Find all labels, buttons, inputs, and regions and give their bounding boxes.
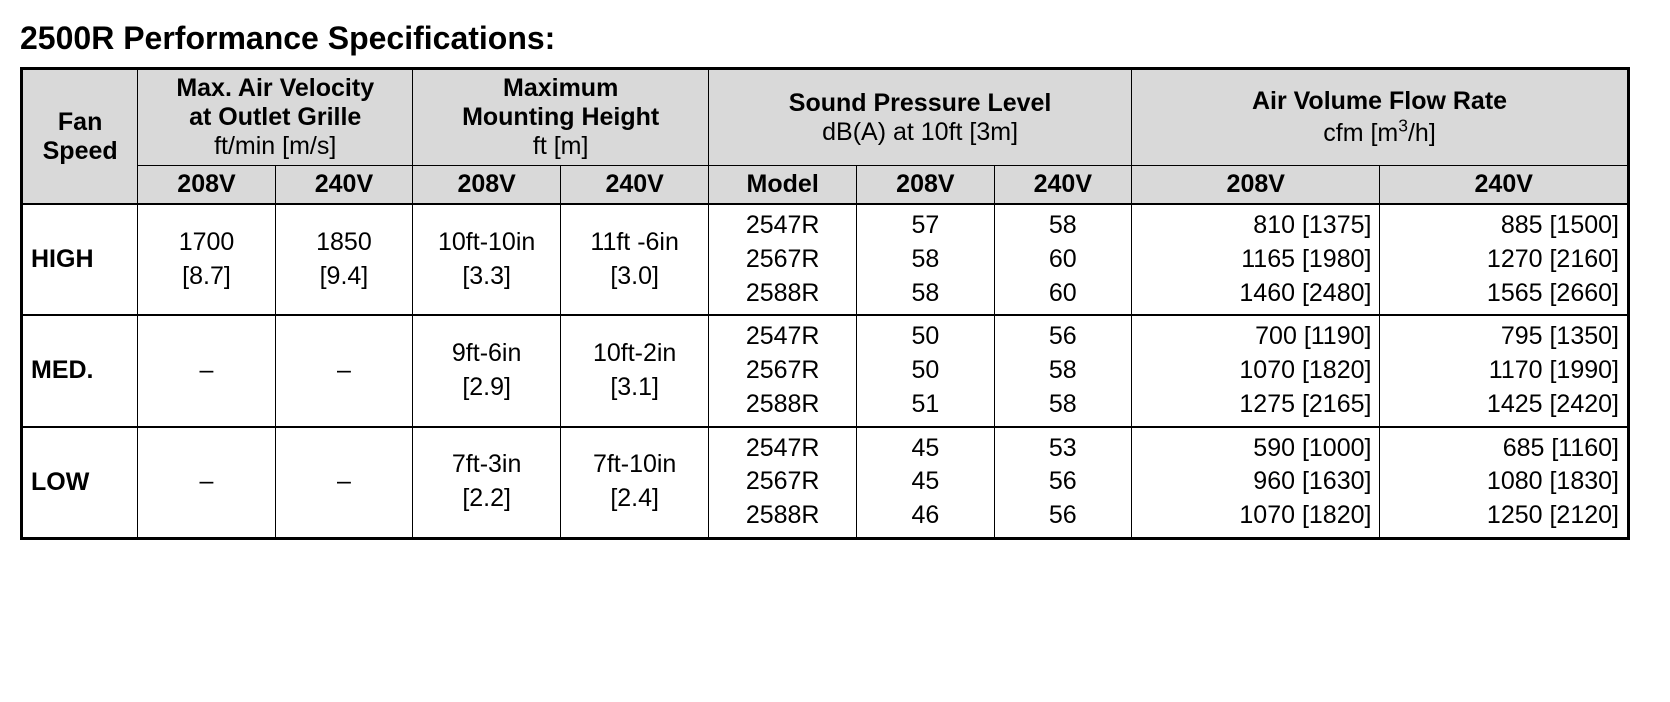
cell-speed: LOW xyxy=(22,427,138,539)
cell-flow240: 885 [1500]1270 [2160]1565 [2660] xyxy=(1380,204,1629,315)
cell-models: 2547R2567R2588R xyxy=(709,315,857,426)
page-title: 2500R Performance Specifications: xyxy=(20,20,1650,57)
table-row: MED. – – 9ft-6in[2.9] 10ft-2in[3.1] 2547… xyxy=(22,315,1629,426)
cell-av240: 1850[9.4] xyxy=(275,204,412,315)
cell-spl240: 535656 xyxy=(994,427,1131,539)
sub-spl-208: 208V xyxy=(857,166,994,205)
sub-av-208: 208V xyxy=(138,166,275,205)
spec-table-body: HIGH 1700[8.7] 1850[9.4] 10ft-10in[3.3] … xyxy=(22,204,1629,538)
cell-flow240: 795 [1350]1170 [1990]1425 [2420] xyxy=(1380,315,1629,426)
cell-mh240: 11ft -6in[3.0] xyxy=(561,204,709,315)
cell-av208: – xyxy=(138,315,275,426)
cell-flow240: 685 [1160]1080 [1830]1250 [2120] xyxy=(1380,427,1629,539)
sub-spl-240: 240V xyxy=(994,166,1131,205)
cell-spl240: 586060 xyxy=(994,204,1131,315)
cell-flow208: 590 [1000]960 [1630]1070 [1820] xyxy=(1132,427,1380,539)
header-flow: Air Volume Flow Rate cfm [m3/h] xyxy=(1132,69,1629,166)
spec-table: FanSpeed Max. Air Velocityat Outlet Gril… xyxy=(20,67,1630,540)
header-fan-speed: FanSpeed xyxy=(22,69,138,205)
header-mounting-height: MaximumMounting Height ft [m] xyxy=(413,69,709,166)
cell-spl240: 565858 xyxy=(994,315,1131,426)
cell-speed: HIGH xyxy=(22,204,138,315)
cell-mh208: 9ft-6in[2.9] xyxy=(413,315,561,426)
cell-av240: – xyxy=(275,427,412,539)
cell-flow208: 810 [1375]1165 [1980]1460 [2480] xyxy=(1132,204,1380,315)
sub-model: Model xyxy=(709,166,857,205)
cell-mh208: 10ft-10in[3.3] xyxy=(413,204,561,315)
sub-av-240: 240V xyxy=(275,166,412,205)
cell-spl208: 454546 xyxy=(857,427,994,539)
sub-flow-240: 240V xyxy=(1380,166,1629,205)
cell-speed: MED. xyxy=(22,315,138,426)
header-spl: Sound Pressure Level dB(A) at 10ft [3m] xyxy=(709,69,1132,166)
cell-spl208: 575858 xyxy=(857,204,994,315)
cell-models: 2547R2567R2588R xyxy=(709,204,857,315)
sub-mh-208: 208V xyxy=(413,166,561,205)
sub-flow-208: 208V xyxy=(1132,166,1380,205)
sub-mh-240: 240V xyxy=(561,166,709,205)
header-flow-unit: cfm [m3/h] xyxy=(1323,119,1436,147)
header-air-velocity: Max. Air Velocityat Outlet Grille ft/min… xyxy=(138,69,413,166)
cell-mh208: 7ft-3in[2.2] xyxy=(413,427,561,539)
cell-av208: 1700[8.7] xyxy=(138,204,275,315)
cell-mh240: 7ft-10in[2.4] xyxy=(561,427,709,539)
cell-av208: – xyxy=(138,427,275,539)
cell-models: 2547R2567R2588R xyxy=(709,427,857,539)
cell-av240: – xyxy=(275,315,412,426)
table-row: LOW – – 7ft-3in[2.2] 7ft-10in[2.4] 2547R… xyxy=(22,427,1629,539)
cell-mh240: 10ft-2in[3.1] xyxy=(561,315,709,426)
table-row: HIGH 1700[8.7] 1850[9.4] 10ft-10in[3.3] … xyxy=(22,204,1629,315)
cell-spl208: 505051 xyxy=(857,315,994,426)
cell-flow208: 700 [1190]1070 [1820]1275 [2165] xyxy=(1132,315,1380,426)
